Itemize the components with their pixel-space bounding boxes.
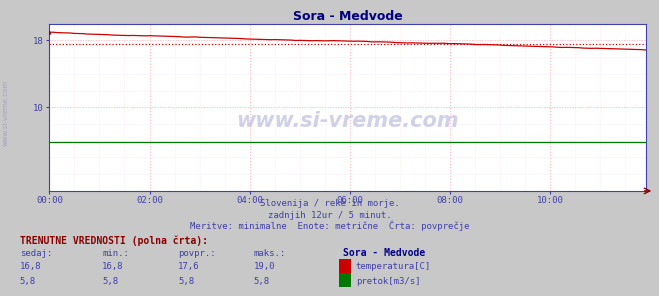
Text: 17,6: 17,6 xyxy=(178,262,200,271)
Text: pretok[m3/s]: pretok[m3/s] xyxy=(356,276,420,286)
Text: 5,8: 5,8 xyxy=(254,276,270,286)
Text: sedaj:: sedaj: xyxy=(20,249,52,258)
Text: zadnjih 12ur / 5 minut.: zadnjih 12ur / 5 minut. xyxy=(268,210,391,220)
Text: 5,8: 5,8 xyxy=(102,276,118,286)
Text: 5,8: 5,8 xyxy=(20,276,36,286)
Text: temperatura[C]: temperatura[C] xyxy=(356,262,431,271)
Text: min.:: min.: xyxy=(102,249,129,258)
Text: www.si-vreme.com: www.si-vreme.com xyxy=(2,79,9,146)
Text: povpr.:: povpr.: xyxy=(178,249,215,258)
Text: www.si-vreme.com: www.si-vreme.com xyxy=(237,111,459,131)
Text: 16,8: 16,8 xyxy=(102,262,124,271)
Text: Meritve: minimalne  Enote: metrične  Črta: povprečje: Meritve: minimalne Enote: metrične Črta:… xyxy=(190,221,469,231)
Text: TRENUTNE VREDNOSTI (polna črta):: TRENUTNE VREDNOSTI (polna črta): xyxy=(20,236,208,246)
Text: 5,8: 5,8 xyxy=(178,276,194,286)
Title: Sora - Medvode: Sora - Medvode xyxy=(293,9,403,22)
Text: Sora - Medvode: Sora - Medvode xyxy=(343,248,425,258)
Text: Slovenija / reke in morje.: Slovenija / reke in morje. xyxy=(260,199,399,208)
Text: 19,0: 19,0 xyxy=(254,262,275,271)
Text: maks.:: maks.: xyxy=(254,249,286,258)
Text: 16,8: 16,8 xyxy=(20,262,42,271)
